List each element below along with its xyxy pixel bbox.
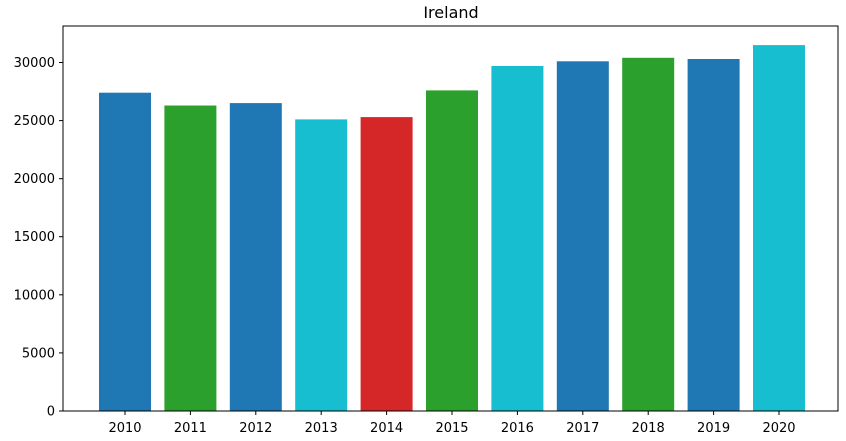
x-tick-label: 2016 — [501, 421, 534, 436]
x-tick-label: 2012 — [239, 421, 272, 436]
y-tick-label: 20000 — [14, 172, 55, 187]
y-tick-label: 15000 — [14, 230, 55, 245]
x-tick-label: 2020 — [762, 421, 795, 436]
x-tick-label: 2013 — [305, 421, 338, 436]
y-tick-label: 30000 — [14, 56, 55, 71]
x-tick-label: 2010 — [108, 421, 141, 436]
bar-2015 — [426, 90, 478, 412]
y-tick-label: 5000 — [22, 346, 55, 361]
bar-2016 — [491, 66, 544, 411]
chart-title: Ireland — [423, 3, 478, 22]
bar-2018 — [622, 57, 675, 412]
bar-2010 — [99, 92, 151, 411]
plot-frame — [62, 25, 839, 412]
y-axis: 0 5000 10000 15000 20000 25000 30000 — [14, 56, 63, 420]
x-tick-label: 2015 — [435, 421, 468, 436]
y-tick-label: 10000 — [14, 288, 55, 303]
bar-2013 — [295, 119, 348, 412]
y-tick-label: 25000 — [14, 114, 55, 129]
x-tick-label: 2011 — [174, 421, 207, 436]
bar-2019 — [687, 59, 740, 411]
bar-2017 — [556, 61, 609, 412]
bar-2011 — [164, 105, 217, 411]
x-axis: 2010 2011 2012 2013 2014 2015 2016 2017 2018 2019… — [108, 411, 796, 436]
y-tick-label: 0 — [47, 405, 55, 420]
bar-2014 — [360, 117, 413, 411]
x-tick-label: 2017 — [566, 421, 599, 436]
x-tick-label: 2019 — [697, 421, 730, 436]
x-tick-label: 2018 — [632, 421, 665, 436]
bar-2020 — [753, 45, 805, 411]
x-tick-label: 2014 — [370, 421, 403, 436]
bars-group — [99, 45, 805, 412]
bar-2012 — [229, 103, 282, 411]
